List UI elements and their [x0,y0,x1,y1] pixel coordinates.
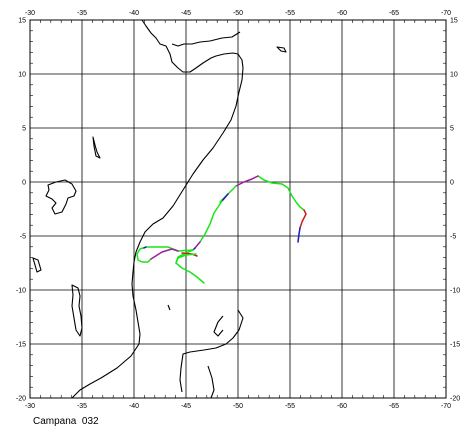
drifter-track-segment [297,227,301,243]
eastern-coast-cape [213,315,224,337]
x-tick-label-bottom: -50 [233,403,243,410]
axis-tick-labels: -30-30-35-35-40-40-45-45-50-50-55-55-60-… [16,10,460,410]
x-tick-label-top: -65 [389,10,399,17]
x-tick-label-top: -55 [285,10,295,17]
eastern-coastline-lower [179,309,244,393]
drifter-track-segment [257,175,305,211]
drifter-track-segment [150,248,179,260]
x-tick-label-top: -70 [441,10,451,17]
gulf-coastline [45,179,77,215]
y-tick-label-left: 10 [18,72,26,79]
madagascar-like [71,284,83,337]
y-tick-label-right: 10 [450,72,458,79]
map-ticks [30,20,446,398]
south-coast-fragment [207,365,215,399]
islet-west [32,257,42,273]
drifter-track-segment [299,209,307,229]
y-tick-label-left: 5 [22,126,26,133]
upper-coast-fragment [171,31,241,47]
y-tick-label-left: -5 [20,234,26,241]
drifter-track-segment [143,246,147,249]
map-caption: Campana 032 [33,416,99,427]
x-tick-label-top: -50 [233,10,243,17]
drifter-tracks [136,175,307,284]
y-tick-label-left: 0 [22,180,26,187]
south-american-coastline [71,19,244,399]
y-tick-label-right: -15 [450,342,460,349]
drifter-track-segment [235,175,259,187]
drifter-track-segment [194,241,201,249]
x-tick-label-top: -30 [25,10,35,17]
y-tick-label-left: -20 [16,396,26,403]
y-tick-label-left: 15 [18,18,26,25]
map-grid [30,20,446,398]
y-tick-label-right: -20 [450,396,460,403]
x-tick-label-bottom: -30 [25,403,35,410]
y-tick-label-right: -5 [450,234,456,241]
x-tick-label-top: -45 [181,10,191,17]
x-tick-label-top: -40 [129,10,139,17]
x-tick-label-bottom: -35 [77,403,87,410]
x-tick-label-bottom: -70 [441,403,451,410]
y-tick-label-left: -10 [16,288,26,295]
x-tick-label-bottom: -60 [337,403,347,410]
y-tick-label-right: -10 [450,288,460,295]
y-tick-label-right: 15 [450,18,458,25]
drifter-track-segment [136,246,194,263]
y-tick-label-right: 5 [450,126,454,133]
x-tick-label-bottom: -45 [181,403,191,410]
y-tick-label-right: 0 [450,180,454,187]
west-coast-fragment [92,136,101,159]
drifter-track-segment [175,253,197,264]
x-tick-label-top: -60 [337,10,347,17]
drifter-track-segment [221,193,229,202]
island-tobago [276,46,287,53]
drifter-track-segment [199,200,223,243]
x-tick-label-top: -35 [77,10,87,17]
x-tick-label-bottom: -55 [285,403,295,410]
x-tick-label-bottom: -40 [129,403,139,410]
coastlines [32,19,287,399]
islet-center [167,304,171,311]
y-tick-label-left: -15 [16,342,26,349]
x-tick-label-bottom: -65 [389,403,399,410]
